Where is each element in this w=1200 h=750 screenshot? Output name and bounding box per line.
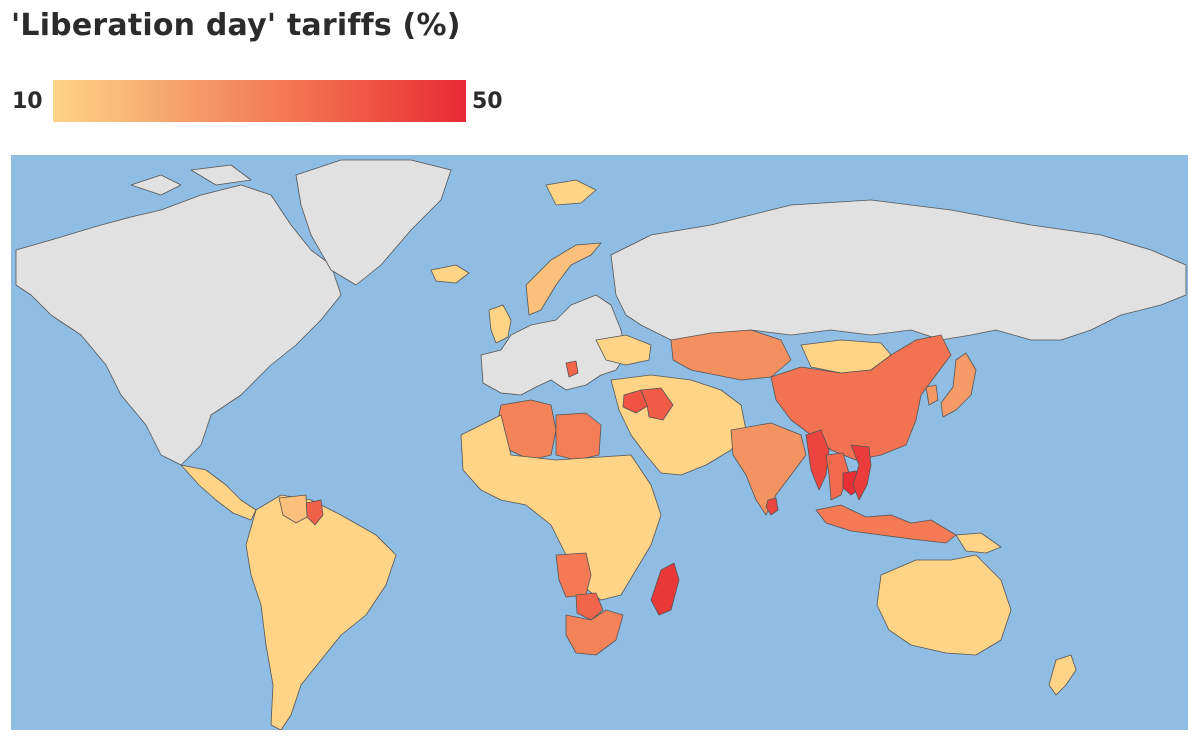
- region-sri-lanka: [765, 497, 779, 516]
- region-india: [730, 422, 807, 516]
- legend-gradient-bar: [53, 80, 466, 122]
- region-united-kingdom: [488, 304, 512, 344]
- region-iceland: [430, 264, 470, 284]
- region-papua-new-guinea: [955, 532, 1002, 554]
- region-norway: [525, 242, 602, 316]
- region-ukraine: [595, 334, 652, 366]
- region-australia: [876, 554, 1012, 656]
- world-map-svg: [11, 155, 1188, 730]
- world-map: [11, 155, 1188, 730]
- region-iraq: [640, 387, 674, 421]
- region-japan: [940, 352, 977, 418]
- region-madagascar: [650, 562, 680, 616]
- map-title: 'Liberation day' tariffs (%): [11, 8, 461, 43]
- region-serbia: [565, 360, 579, 378]
- region-greenland: [295, 159, 452, 286]
- region-south-korea: [925, 384, 939, 406]
- region-svalbard: [545, 179, 597, 206]
- region-new-zealand: [1048, 654, 1077, 696]
- region-north-america: [15, 164, 342, 466]
- region-south-africa: [565, 609, 624, 656]
- region-syria: [622, 389, 650, 414]
- color-legend: 10 50: [12, 80, 532, 122]
- region-venezuela: [278, 494, 308, 524]
- region-myanmar: [805, 429, 830, 491]
- legend-min-label: 10: [12, 89, 43, 114]
- region-west-central-africa: [460, 414, 662, 601]
- region-south-america: [245, 494, 397, 730]
- region-vietnam: [850, 444, 872, 501]
- region-libya: [555, 412, 602, 461]
- region-botswana: [575, 592, 604, 621]
- legend-max-label: 50: [472, 89, 503, 114]
- region-central-america: [180, 464, 257, 521]
